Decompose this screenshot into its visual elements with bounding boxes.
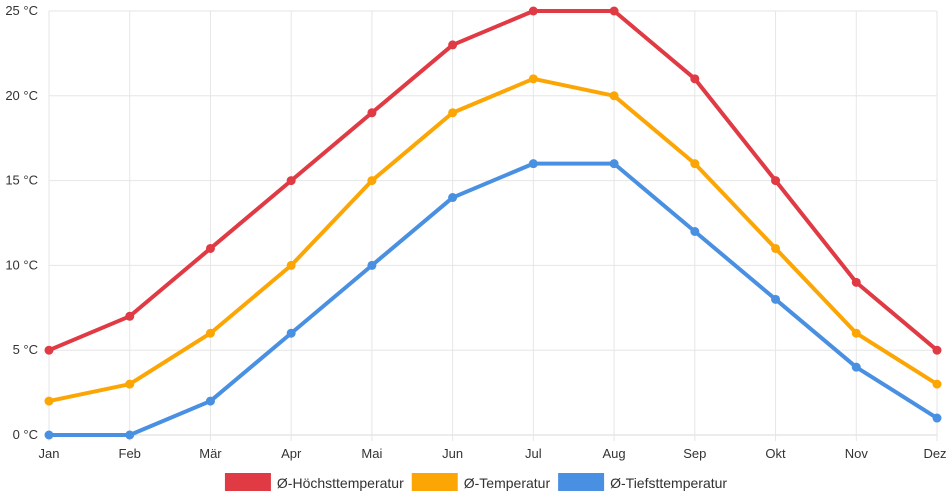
data-point[interactable] — [205, 243, 215, 253]
y-tick-label: 10 °C — [5, 257, 38, 272]
data-point[interactable] — [367, 108, 377, 118]
legend-swatch[interactable] — [411, 473, 458, 491]
x-tick-label: Okt — [765, 446, 786, 461]
x-tick-label: Aug — [603, 446, 626, 461]
data-point[interactable] — [125, 311, 135, 321]
data-point[interactable] — [851, 277, 861, 287]
data-point[interactable] — [448, 193, 458, 203]
x-tick-label: Jul — [525, 446, 542, 461]
legend-swatch[interactable] — [224, 473, 271, 491]
y-tick-label: 15 °C — [5, 173, 38, 188]
data-point[interactable] — [690, 74, 700, 84]
data-point[interactable] — [44, 345, 54, 355]
x-tick-label: Apr — [281, 446, 302, 461]
data-point[interactable] — [44, 396, 54, 406]
data-point[interactable] — [851, 328, 861, 338]
data-point[interactable] — [851, 362, 861, 372]
series-line — [47, 76, 939, 404]
data-point[interactable] — [125, 379, 135, 389]
data-point[interactable] — [286, 260, 296, 270]
data-point[interactable] — [932, 345, 942, 355]
chart-legend[interactable]: Ø-Höchsttemperatur Ø-Temperatur Ø-Tiefstte… — [224, 473, 727, 491]
data-point[interactable] — [286, 328, 296, 338]
y-tick-label: 25 °C — [5, 3, 38, 18]
legend-swatch[interactable] — [558, 473, 605, 491]
data-point[interactable] — [205, 396, 215, 406]
data-point[interactable] — [771, 294, 781, 304]
x-tick-label: Mai — [361, 446, 382, 461]
series-points — [44, 6, 942, 440]
data-point[interactable] — [609, 159, 619, 169]
x-tick-label: Nov — [845, 446, 869, 461]
x-tick-label: Dez — [923, 446, 946, 461]
data-point[interactable] — [528, 74, 538, 84]
legend-label: Ø-Tiefsttemperatur — [610, 475, 727, 491]
chart-grid — [48, 10, 938, 441]
legend-label: Ø-Temperatur — [464, 475, 551, 491]
data-point[interactable] — [771, 243, 781, 253]
series-lines — [47, 9, 939, 437]
x-tick-label: Jun — [442, 446, 463, 461]
data-point[interactable] — [528, 159, 538, 169]
x-tick-label: Sep — [683, 446, 706, 461]
x-tick-label: Jan — [39, 446, 60, 461]
data-point[interactable] — [771, 176, 781, 186]
data-point[interactable] — [125, 430, 135, 440]
data-point[interactable] — [367, 260, 377, 270]
data-point[interactable] — [690, 226, 700, 236]
y-tick-label: 0 °C — [13, 427, 38, 442]
data-point[interactable] — [932, 413, 942, 423]
x-tick-label: Mär — [199, 446, 222, 461]
y-tick-label: 5 °C — [13, 342, 38, 357]
series-line — [47, 161, 939, 437]
series-line — [47, 9, 939, 353]
data-point[interactable] — [448, 108, 458, 118]
data-point[interactable] — [286, 176, 296, 186]
data-point[interactable] — [609, 91, 619, 101]
data-point[interactable] — [932, 379, 942, 389]
data-point[interactable] — [690, 159, 700, 169]
data-point[interactable] — [609, 6, 619, 16]
data-point[interactable] — [205, 328, 215, 338]
data-point[interactable] — [44, 430, 54, 440]
data-point[interactable] — [528, 6, 538, 16]
legend-label: Ø-Höchsttemperatur — [277, 475, 404, 491]
y-axis: 0 °C 5 °C 10 °C 15 °C 20 °C 25 °C — [5, 3, 38, 442]
x-tick-label: Feb — [119, 446, 141, 461]
data-point[interactable] — [367, 176, 377, 186]
data-point[interactable] — [448, 40, 458, 50]
x-axis: Jan Feb Mär Apr Mai Jun Jul Aug Sep Okt Nov Dez — [39, 446, 947, 461]
y-tick-label: 20 °C — [5, 88, 38, 103]
